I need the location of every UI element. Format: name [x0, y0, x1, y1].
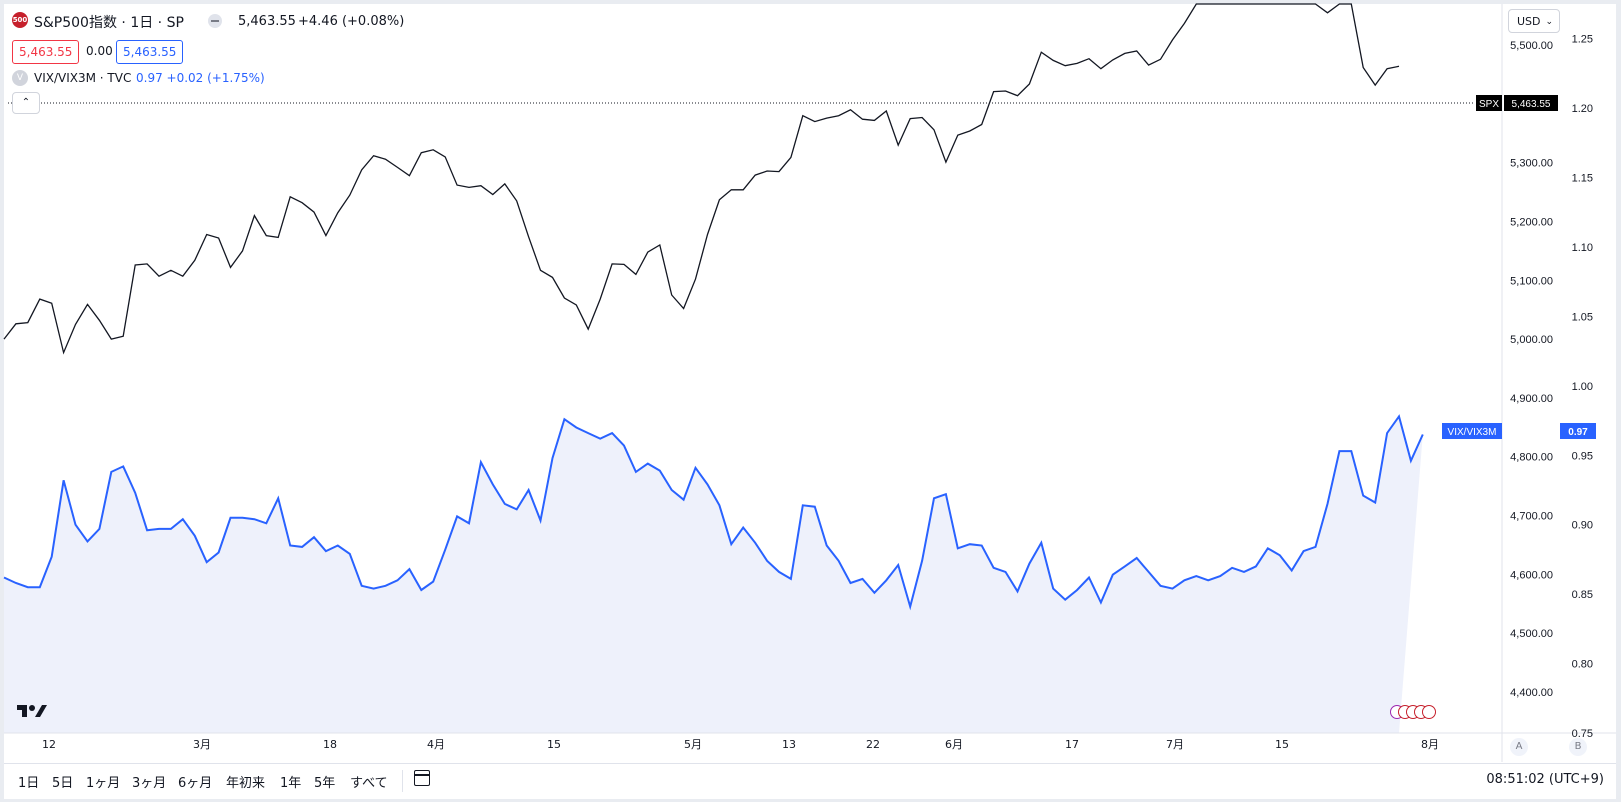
vix-series-line: [3, 414, 1424, 611]
range-5d[interactable]: 5日: [52, 776, 74, 791]
time-tick-label: 22: [866, 738, 880, 751]
toolbar-divider: [402, 770, 403, 792]
vix-tick-label: 0.85: [1572, 589, 1593, 601]
range-5y[interactable]: 5年: [314, 776, 336, 791]
time-tick-label: 5月: [684, 738, 702, 751]
time-tick-label: 8月: [1421, 738, 1439, 751]
currency-label: USD: [1517, 15, 1541, 28]
range-3m[interactable]: 3ヶ月: [132, 776, 167, 791]
time-tick-label: 6月: [945, 738, 963, 751]
vix-axis-tag: VIX/VIX3M: [1448, 427, 1497, 438]
spx-tick-label: 5,300.00: [1510, 158, 1553, 170]
chevron-down-icon: ⌄: [1545, 17, 1553, 27]
range-1m[interactable]: 1ヶ月: [86, 776, 121, 791]
spx-series-line: [3, 3, 1400, 355]
bottom-toolbar: 1日 5日 1ヶ月 3ヶ月 6ヶ月 年初来 1年 5年 すべて 08:51:02…: [4, 763, 1616, 799]
range-ytd[interactable]: 年初来: [226, 776, 266, 791]
spx-axis-tag: SPX: [1479, 99, 1499, 110]
spx-tick-label: 4,500.00: [1510, 628, 1553, 640]
spx-last-value: 5,463.55: [1512, 99, 1551, 110]
vix-last-value: 0.97: [1568, 427, 1588, 438]
spx-last-label: SPX 5,463.55: [1476, 95, 1558, 111]
vix-tick-label: 1.15: [1572, 173, 1593, 185]
time-tick-label: 13: [782, 738, 796, 751]
spx-tick-label: 5,200.00: [1510, 217, 1553, 229]
scale-mode-button[interactable]: B: [1569, 738, 1587, 756]
vix-area-fill: [4, 416, 1423, 733]
time-tick-label: 18: [323, 738, 337, 751]
currency-select[interactable]: USD ⌄: [1508, 9, 1560, 33]
price-change: +4.46 (+0.08%): [298, 14, 405, 29]
range-all[interactable]: すべて: [350, 776, 388, 791]
spx-tick-label: 4,600.00: [1510, 569, 1553, 581]
vix-legend-title[interactable]: VIX/VIX3M · TVC: [34, 71, 132, 85]
time-tick-label: 17: [1065, 738, 1079, 751]
vix-tick-label: 1.10: [1572, 242, 1593, 254]
time-tick-label: 15: [547, 738, 561, 751]
economic-events-icon[interactable]: [1390, 704, 1436, 723]
vix-tick-label: 1.05: [1572, 311, 1593, 323]
spx-tick-label: 5,100.00: [1510, 275, 1553, 287]
range-1y[interactable]: 1年: [280, 776, 302, 791]
last-price: 5,463.55: [238, 14, 296, 29]
range-1d[interactable]: 1日: [18, 776, 40, 791]
spx-tick-label: 4,900.00: [1510, 393, 1553, 405]
spx-price-scale[interactable]: 4,400.00 4,500.00 4,600.00 4,700.00 4,800.00…: [1510, 40, 1553, 699]
time-tick-label: 12: [42, 738, 56, 751]
clock[interactable]: 08:51:02 (UTC+9): [1486, 772, 1604, 787]
visibility-toggle-icon[interactable]: [208, 14, 222, 28]
vix-tick-label: 1.20: [1572, 103, 1593, 115]
vix-tick-label: 0.95: [1572, 450, 1593, 462]
symbol-title[interactable]: S&P500指数 · 1日 · SP: [34, 15, 184, 31]
vix-tick-label: 1.25: [1572, 34, 1593, 46]
spread-value: 0.00: [86, 44, 113, 58]
collapse-legend-button[interactable]: ⌃: [12, 92, 40, 114]
event-marker[interactable]: [1422, 705, 1436, 719]
spx-tick-label: 4,800.00: [1510, 452, 1553, 464]
spx-tick-label: 5,500.00: [1510, 40, 1553, 52]
tradingview-logo-icon[interactable]: [16, 702, 48, 723]
vix-price-scale[interactable]: 0.75 0.80 0.85 0.90 0.95 1.00 1.05 1.10 1.15 1.20…: [1572, 34, 1593, 740]
calendar-goto-icon[interactable]: [414, 770, 430, 786]
auto-scale-button[interactable]: A: [1510, 738, 1528, 756]
vix-tick-label: 1.00: [1572, 381, 1593, 393]
vix-tick-label: 0.80: [1572, 659, 1593, 671]
spx-tick-label: 4,400.00: [1510, 687, 1553, 699]
time-scale[interactable]: 12 3月 18 4月 15 5月 13 22 6月 17 7月 15 8月: [42, 738, 1439, 751]
time-tick-label: 3月: [193, 738, 211, 751]
vix-tick-label: 0.90: [1572, 520, 1593, 532]
tradingview-logo-shape: [17, 705, 47, 717]
time-tick-label: 7月: [1166, 738, 1184, 751]
range-6m[interactable]: 6ヶ月: [178, 776, 213, 791]
buy-price-button[interactable]: 5,463.55: [116, 40, 184, 64]
vix-symbol-icon: V: [12, 70, 28, 86]
vix-tick-label: 0.75: [1572, 728, 1593, 740]
time-tick-label: 4月: [427, 738, 445, 751]
time-tick-label: 15: [1275, 738, 1289, 751]
vix-last-label: VIX/VIX3M 0.97: [1442, 423, 1596, 439]
sell-price-button[interactable]: 5,463.55: [12, 40, 80, 64]
spx-tick-label: 5,000.00: [1510, 334, 1553, 346]
sp500-symbol-icon: 500: [12, 12, 28, 28]
vix-legend-values: 0.97 +0.02 (+1.75%): [136, 71, 265, 85]
spx-tick-label: 4,700.00: [1510, 511, 1553, 523]
